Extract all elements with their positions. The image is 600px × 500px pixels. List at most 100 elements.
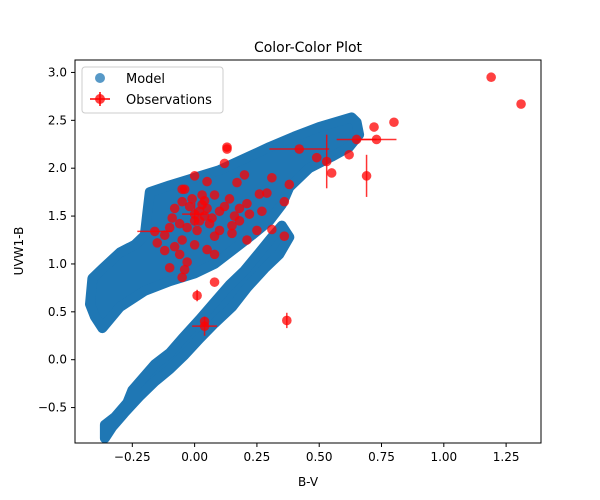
observation-marker [177,272,187,283]
plot-area [85,72,526,443]
observation-marker [229,211,240,221]
observation-point [279,196,290,207]
observation-marker [199,195,210,206]
observation-point [174,249,185,260]
observation-marker [227,220,237,231]
observation-marker [209,231,220,241]
observation-marker [262,188,272,198]
observation-marker [222,144,232,154]
observation-marker [152,238,163,248]
x-tick-label: 0.75 [368,450,395,464]
observation-point [192,225,202,236]
observation-marker [344,149,354,160]
y-tick-label: 1.5 [48,209,67,223]
y-tick-label: 0.0 [48,353,67,367]
observation-point [267,224,277,235]
observation-point [262,188,272,198]
observation-point [184,201,195,212]
observation-marker [169,203,180,214]
observation-marker [486,72,496,83]
observation-point [224,194,235,204]
observation-point [227,228,237,239]
observation-point [192,289,202,302]
observation-marker [321,156,332,167]
observation-point [187,194,197,204]
observation-marker [389,117,399,128]
observation-marker [182,257,192,267]
observation-marker [219,158,230,169]
observation-marker [227,228,237,239]
x-tick-label: 0.00 [181,450,208,464]
observation-point [344,149,354,160]
model-band-2 [99,220,295,443]
observation-point [219,158,230,169]
axes: −0.25 0.00 0.25 0.50 0.75 1.00 1.25 −0.5 0.0 0.5 1… [38,59,542,464]
observation-marker [279,231,290,241]
observation-marker [189,209,200,219]
observation-point [229,211,240,221]
observation-point [209,231,220,241]
legend-model-label: Model [126,72,165,87]
observation-point [321,134,332,189]
observation-point [189,171,200,181]
observation-marker [194,216,205,226]
axes-frame [74,59,542,444]
y-tick-label: −0.5 [38,401,67,415]
observation-marker [369,122,379,132]
observation-point [167,213,177,223]
observation-marker [189,171,200,181]
x-axis-label: B-V [298,475,319,489]
observation-point [279,231,290,241]
observation-point [177,196,187,207]
observation-marker [179,264,190,275]
observation-marker [189,239,200,250]
observation-point [486,72,496,83]
observation-marker [351,134,362,145]
observation-point [202,244,212,255]
observation-point [182,257,192,267]
observation-marker [244,209,255,219]
observation-marker [199,316,210,327]
observation-point [284,179,295,190]
x-tick-label: 1.25 [493,450,520,464]
observation-point [177,235,187,245]
observation-point [242,198,252,209]
observation-marker [254,189,265,199]
observation-point [202,203,212,214]
observation-marker [224,194,235,204]
observation-point [169,203,180,214]
observation-point [182,202,208,226]
observation-point [269,144,330,154]
observation-marker [169,241,180,252]
observation-marker [202,176,212,187]
observation-marker [167,213,177,223]
y-tick-label: 2.0 [48,161,67,175]
observation-marker [149,226,160,237]
observation-point [326,168,337,178]
observation-point [137,226,173,237]
observation-point [209,249,220,260]
observation-point [254,189,265,199]
observation-marker [174,249,185,260]
observation-point [222,144,232,154]
observation-marker [242,235,252,245]
observation-marker [282,315,292,326]
observation-marker [209,190,220,200]
observation-marker [242,198,252,209]
observation-point [174,218,185,229]
observation-marker [202,244,212,255]
legend-observations-marker [95,94,105,104]
observation-point [361,154,372,197]
observation-marker [202,203,212,214]
observation-point [209,277,220,287]
observation-marker [159,230,170,241]
observation-point [242,235,252,245]
observation-marker [232,177,242,188]
observation-marker [257,206,267,217]
observation-point [239,170,250,180]
observation-marker [267,224,277,235]
observation-point [234,203,245,214]
observation-point [169,241,180,252]
observation-point [189,239,200,250]
observation-point [159,230,170,241]
